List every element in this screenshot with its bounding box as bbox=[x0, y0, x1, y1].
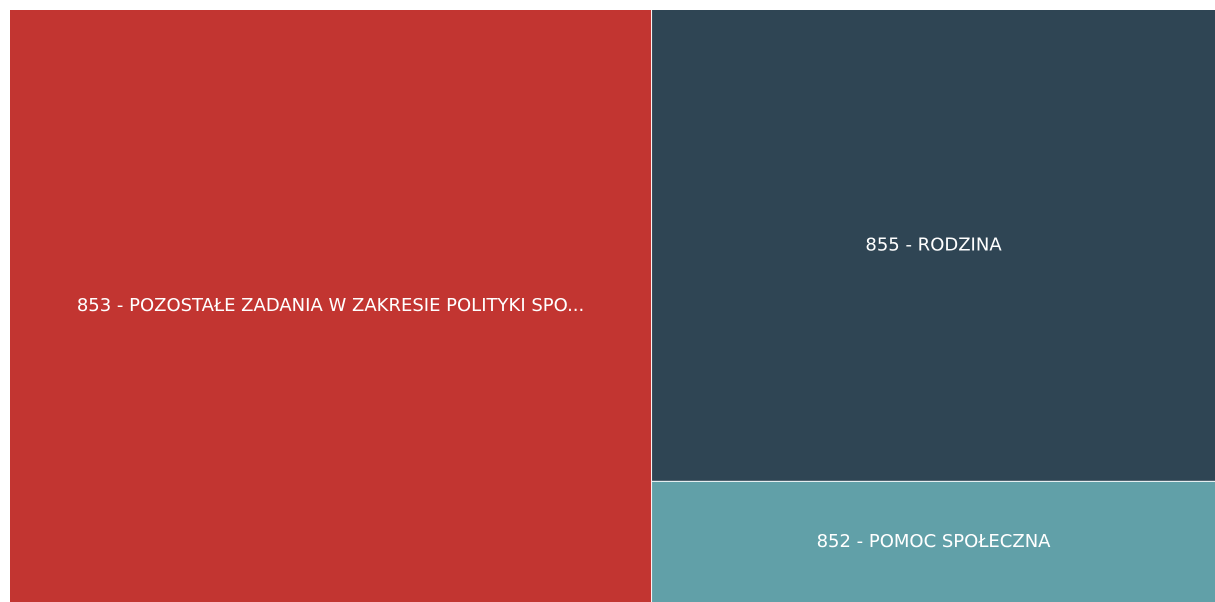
cell-label: 855 - RODZINA bbox=[865, 234, 1002, 255]
treemap-cell bbox=[652, 481, 1215, 602]
cell-label: 852 - POMOC SPOŁECZNA bbox=[817, 531, 1052, 552]
treemap-cell bbox=[652, 10, 1215, 481]
cell-label: 853 - POZOSTAŁE ZADANIA W ZAKRESIE POLIT… bbox=[77, 295, 584, 316]
treemap-cell bbox=[10, 10, 652, 602]
